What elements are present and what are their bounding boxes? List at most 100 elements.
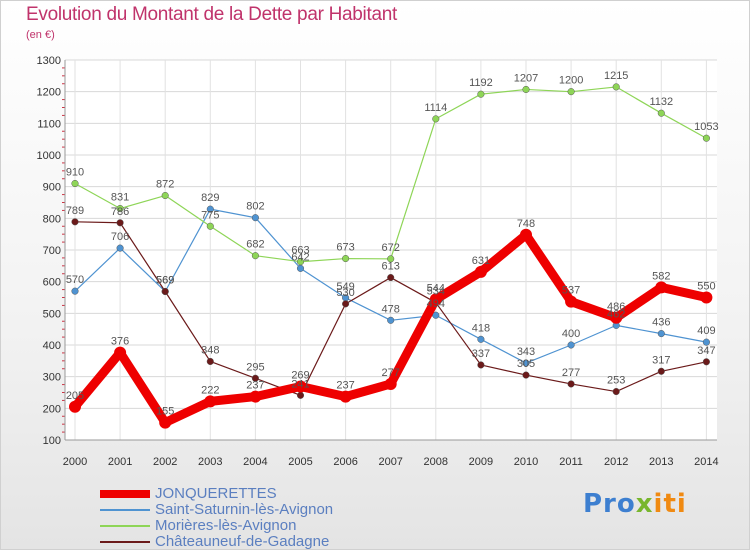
data-point <box>565 295 578 308</box>
data-point <box>477 361 485 369</box>
data-label: 775 <box>201 209 219 221</box>
data-label: 537 <box>562 285 580 297</box>
data-label: 673 <box>336 242 354 254</box>
data-label: 348 <box>201 344 219 356</box>
data-point <box>204 395 217 408</box>
data-point <box>116 219 124 227</box>
data-label: 337 <box>472 348 490 360</box>
data-label: 569 <box>156 274 174 286</box>
data-point <box>114 346 127 359</box>
data-label: 347 <box>697 345 715 357</box>
data-point <box>522 359 530 367</box>
data-point <box>655 281 668 294</box>
data-point <box>522 371 530 379</box>
data-label: 642 <box>291 251 309 263</box>
data-point <box>206 222 214 230</box>
data-label: 237 <box>246 380 264 392</box>
legend-swatch <box>100 525 150 527</box>
x-tick-label: 2010 <box>514 456 538 468</box>
x-tick-label: 2011 <box>559 456 583 468</box>
legend-label: JONQUERETTES <box>155 485 277 502</box>
data-label: 1053 <box>694 121 718 133</box>
data-point <box>296 264 305 272</box>
data-label: 376 <box>111 336 129 348</box>
data-point <box>522 85 530 93</box>
legend-swatch <box>100 509 150 511</box>
x-tick-label: 2005 <box>288 456 312 468</box>
data-label: 534 <box>427 286 445 298</box>
data-label: 829 <box>201 192 219 204</box>
data-point <box>159 416 172 429</box>
data-label: 802 <box>246 201 264 213</box>
legend-label: Morières-lès-Avignon <box>155 517 297 534</box>
data-label: 1200 <box>559 75 583 87</box>
y-tick-label: 200 <box>43 403 61 415</box>
data-label: 569 <box>156 274 174 286</box>
data-point <box>657 330 665 338</box>
data-label: 269 <box>291 369 309 381</box>
data-point <box>342 300 350 308</box>
data-point <box>116 244 124 252</box>
proxiti-logo: Proxiti <box>583 489 687 519</box>
data-label: 343 <box>517 346 535 358</box>
data-label: 494 <box>427 298 445 310</box>
data-point <box>206 205 214 213</box>
data-point <box>384 377 397 390</box>
y-tick-label: 500 <box>43 308 61 320</box>
data-point <box>161 287 169 296</box>
data-point <box>657 109 665 117</box>
data-label: 400 <box>562 328 580 340</box>
data-point <box>657 367 665 375</box>
data-point <box>251 252 259 260</box>
data-point <box>477 90 485 98</box>
data-label: 706 <box>111 231 129 243</box>
x-tick-label: 2001 <box>108 456 132 468</box>
data-label: 317 <box>652 354 670 366</box>
chart-title: Evolution du Montant de la Dette par Hab… <box>26 4 397 25</box>
data-point <box>251 214 259 222</box>
data-label: 241 <box>291 378 309 390</box>
y-tick-label: 400 <box>43 340 61 352</box>
data-label: 672 <box>382 242 400 254</box>
data-label: 570 <box>66 274 84 286</box>
data-label: 1114 <box>424 102 447 114</box>
data-point <box>702 338 710 346</box>
legend-swatch <box>100 541 150 543</box>
data-label: 237 <box>336 380 354 392</box>
data-point <box>251 374 259 382</box>
data-label: 549 <box>336 281 354 293</box>
data-point <box>432 115 440 123</box>
data-label: 663 <box>291 245 309 257</box>
y-tick-label: 1300 <box>37 55 61 67</box>
data-point <box>71 287 79 295</box>
x-tick-label: 2000 <box>63 456 87 468</box>
data-point <box>567 380 575 388</box>
data-label: 1207 <box>514 72 538 84</box>
data-point <box>477 335 485 343</box>
data-label: 550 <box>697 281 715 293</box>
x-tick-label: 2006 <box>333 456 357 468</box>
data-label: 222 <box>201 384 219 396</box>
data-point <box>429 293 442 306</box>
y-tick-label: 800 <box>43 213 61 225</box>
data-point <box>520 228 532 241</box>
x-tick-label: 2002 <box>153 456 177 468</box>
data-point <box>296 391 305 399</box>
x-tick-label: 2003 <box>198 456 222 468</box>
data-point <box>206 357 214 366</box>
data-label: 462 <box>607 308 625 320</box>
y-tick-label: 300 <box>43 372 61 384</box>
data-label: 436 <box>652 317 670 329</box>
data-point <box>71 218 79 226</box>
data-point <box>69 400 81 413</box>
legend-swatch <box>100 490 150 498</box>
data-label: 682 <box>246 239 264 251</box>
data-label: 789 <box>66 205 84 217</box>
data-point <box>387 255 395 263</box>
data-label: 277 <box>562 367 580 379</box>
x-tick-label: 2013 <box>649 456 673 468</box>
data-point <box>387 274 395 282</box>
data-point <box>567 88 575 96</box>
data-label: 1192 <box>469 77 493 89</box>
